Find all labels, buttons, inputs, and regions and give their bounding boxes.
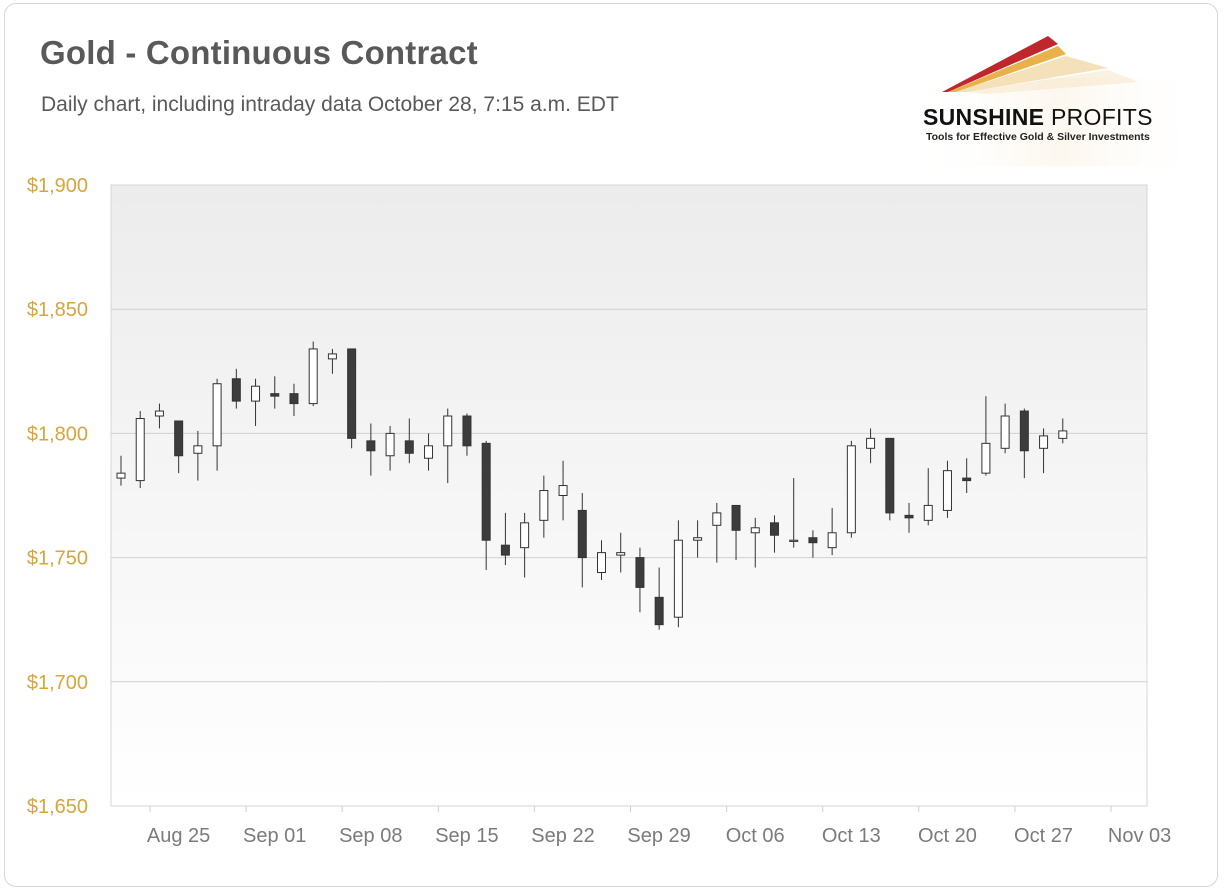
y-axis-ticks: $1,900 $1,850 $1,800 $1,750 $1,700 $1,650 (27, 175, 88, 818)
candle-body-down (769, 522, 779, 536)
candle-body-down (904, 514, 914, 519)
candle-body-up (1058, 430, 1068, 439)
candle-body-up (942, 470, 952, 511)
candle-body-up (520, 522, 530, 549)
candle-body-down (231, 378, 241, 402)
candle-body-up (212, 383, 222, 447)
candle-body-up (712, 512, 722, 526)
gridlines (111, 308, 1147, 683)
candle-body-up (251, 385, 261, 402)
y-tick-label: $1,650 (27, 796, 88, 818)
candle-body-down (635, 557, 645, 588)
candle-body-up (539, 490, 549, 521)
candle-body-down (270, 393, 280, 397)
x-tick-label: Oct 06 (726, 825, 785, 847)
x-tick-label: Nov 03 (1108, 825, 1171, 847)
logo-pale-ray-2 (968, 70, 1138, 94)
chart-subtitle: Daily chart, including intraday data Oct… (41, 93, 619, 116)
candle-body-up (154, 410, 164, 417)
candle-body-up (597, 552, 606, 574)
candle-body-up (116, 472, 126, 479)
candle-body-up (135, 417, 145, 482)
candle-body-up (424, 445, 434, 459)
candle-body-up (693, 537, 703, 541)
candle-body-up (750, 527, 760, 534)
logo-pale-ray (956, 56, 1108, 92)
candle-body-up (1000, 415, 1010, 449)
candle-body-up (789, 539, 799, 542)
candle-body-down (577, 509, 587, 559)
candle-body-down (500, 544, 510, 556)
x-tick-label: Sep 15 (435, 825, 498, 847)
x-tick-label: Oct 27 (1014, 825, 1073, 847)
x-tick-label: Oct 13 (822, 825, 881, 847)
y-tick-label: $1,850 (27, 299, 88, 321)
logo-gold-ray (948, 46, 1066, 92)
candle-body-up (827, 532, 837, 549)
candle-body-up (866, 437, 876, 449)
candle-body-down (885, 437, 895, 514)
chart-title: Gold - Continuous Contract (40, 34, 478, 71)
plot-area (110, 184, 1148, 807)
candle-body-down (289, 393, 299, 405)
x-tick-label: Oct 20 (918, 825, 977, 847)
candle-body-up (846, 445, 856, 534)
x-tick-label: Sep 29 (627, 825, 690, 847)
y-tick-label: $1,750 (27, 548, 88, 570)
candle-body-down (462, 415, 472, 447)
candle-body-up (385, 432, 395, 457)
candle-body-up (443, 415, 453, 447)
candle-body-up (673, 539, 683, 618)
candle-body-up (981, 442, 991, 474)
x-tick-label: Aug 25 (147, 825, 210, 847)
candle-body-up (308, 348, 318, 405)
y-tick-label: $1,800 (27, 423, 88, 445)
candle-body-up (923, 504, 933, 521)
sunshine-profits-logo-icon (908, 36, 1213, 166)
logo-wordmark: SUNSHINE PROFITS (923, 104, 1153, 130)
candle-body-down (347, 348, 357, 439)
candles (116, 341, 1068, 630)
candle-body-down (174, 420, 184, 457)
candle-body-down (962, 477, 972, 482)
x-tick-label: Sep 08 (339, 825, 402, 847)
logo-red-ray (942, 36, 1058, 92)
candle-body-up (193, 445, 203, 454)
x-axis-ticks: Aug 25 Sep 01 Sep 08 Sep 15 Sep 22 Sep 29 Oct … (147, 806, 1171, 847)
candle-body-down (731, 504, 741, 531)
x-tick-label: Sep 22 (531, 825, 594, 847)
candle-body-down (366, 440, 376, 452)
candle-body-down (808, 537, 818, 544)
candle-body-down (404, 440, 414, 454)
y-tick-label: $1,700 (27, 672, 88, 694)
candle-body-up (558, 485, 568, 496)
candle-body-up (327, 353, 337, 360)
candle-body-down (1019, 410, 1029, 452)
candle-body-up (616, 552, 626, 556)
candle-body-up (1039, 435, 1049, 449)
logo-tagline: Tools for Effective Gold & Silver Invest… (926, 131, 1150, 143)
x-tick-label: Sep 01 (243, 825, 306, 847)
candle-body-down (481, 442, 491, 541)
y-tick-label: $1,900 (27, 175, 88, 197)
candle-body-down (654, 596, 664, 626)
